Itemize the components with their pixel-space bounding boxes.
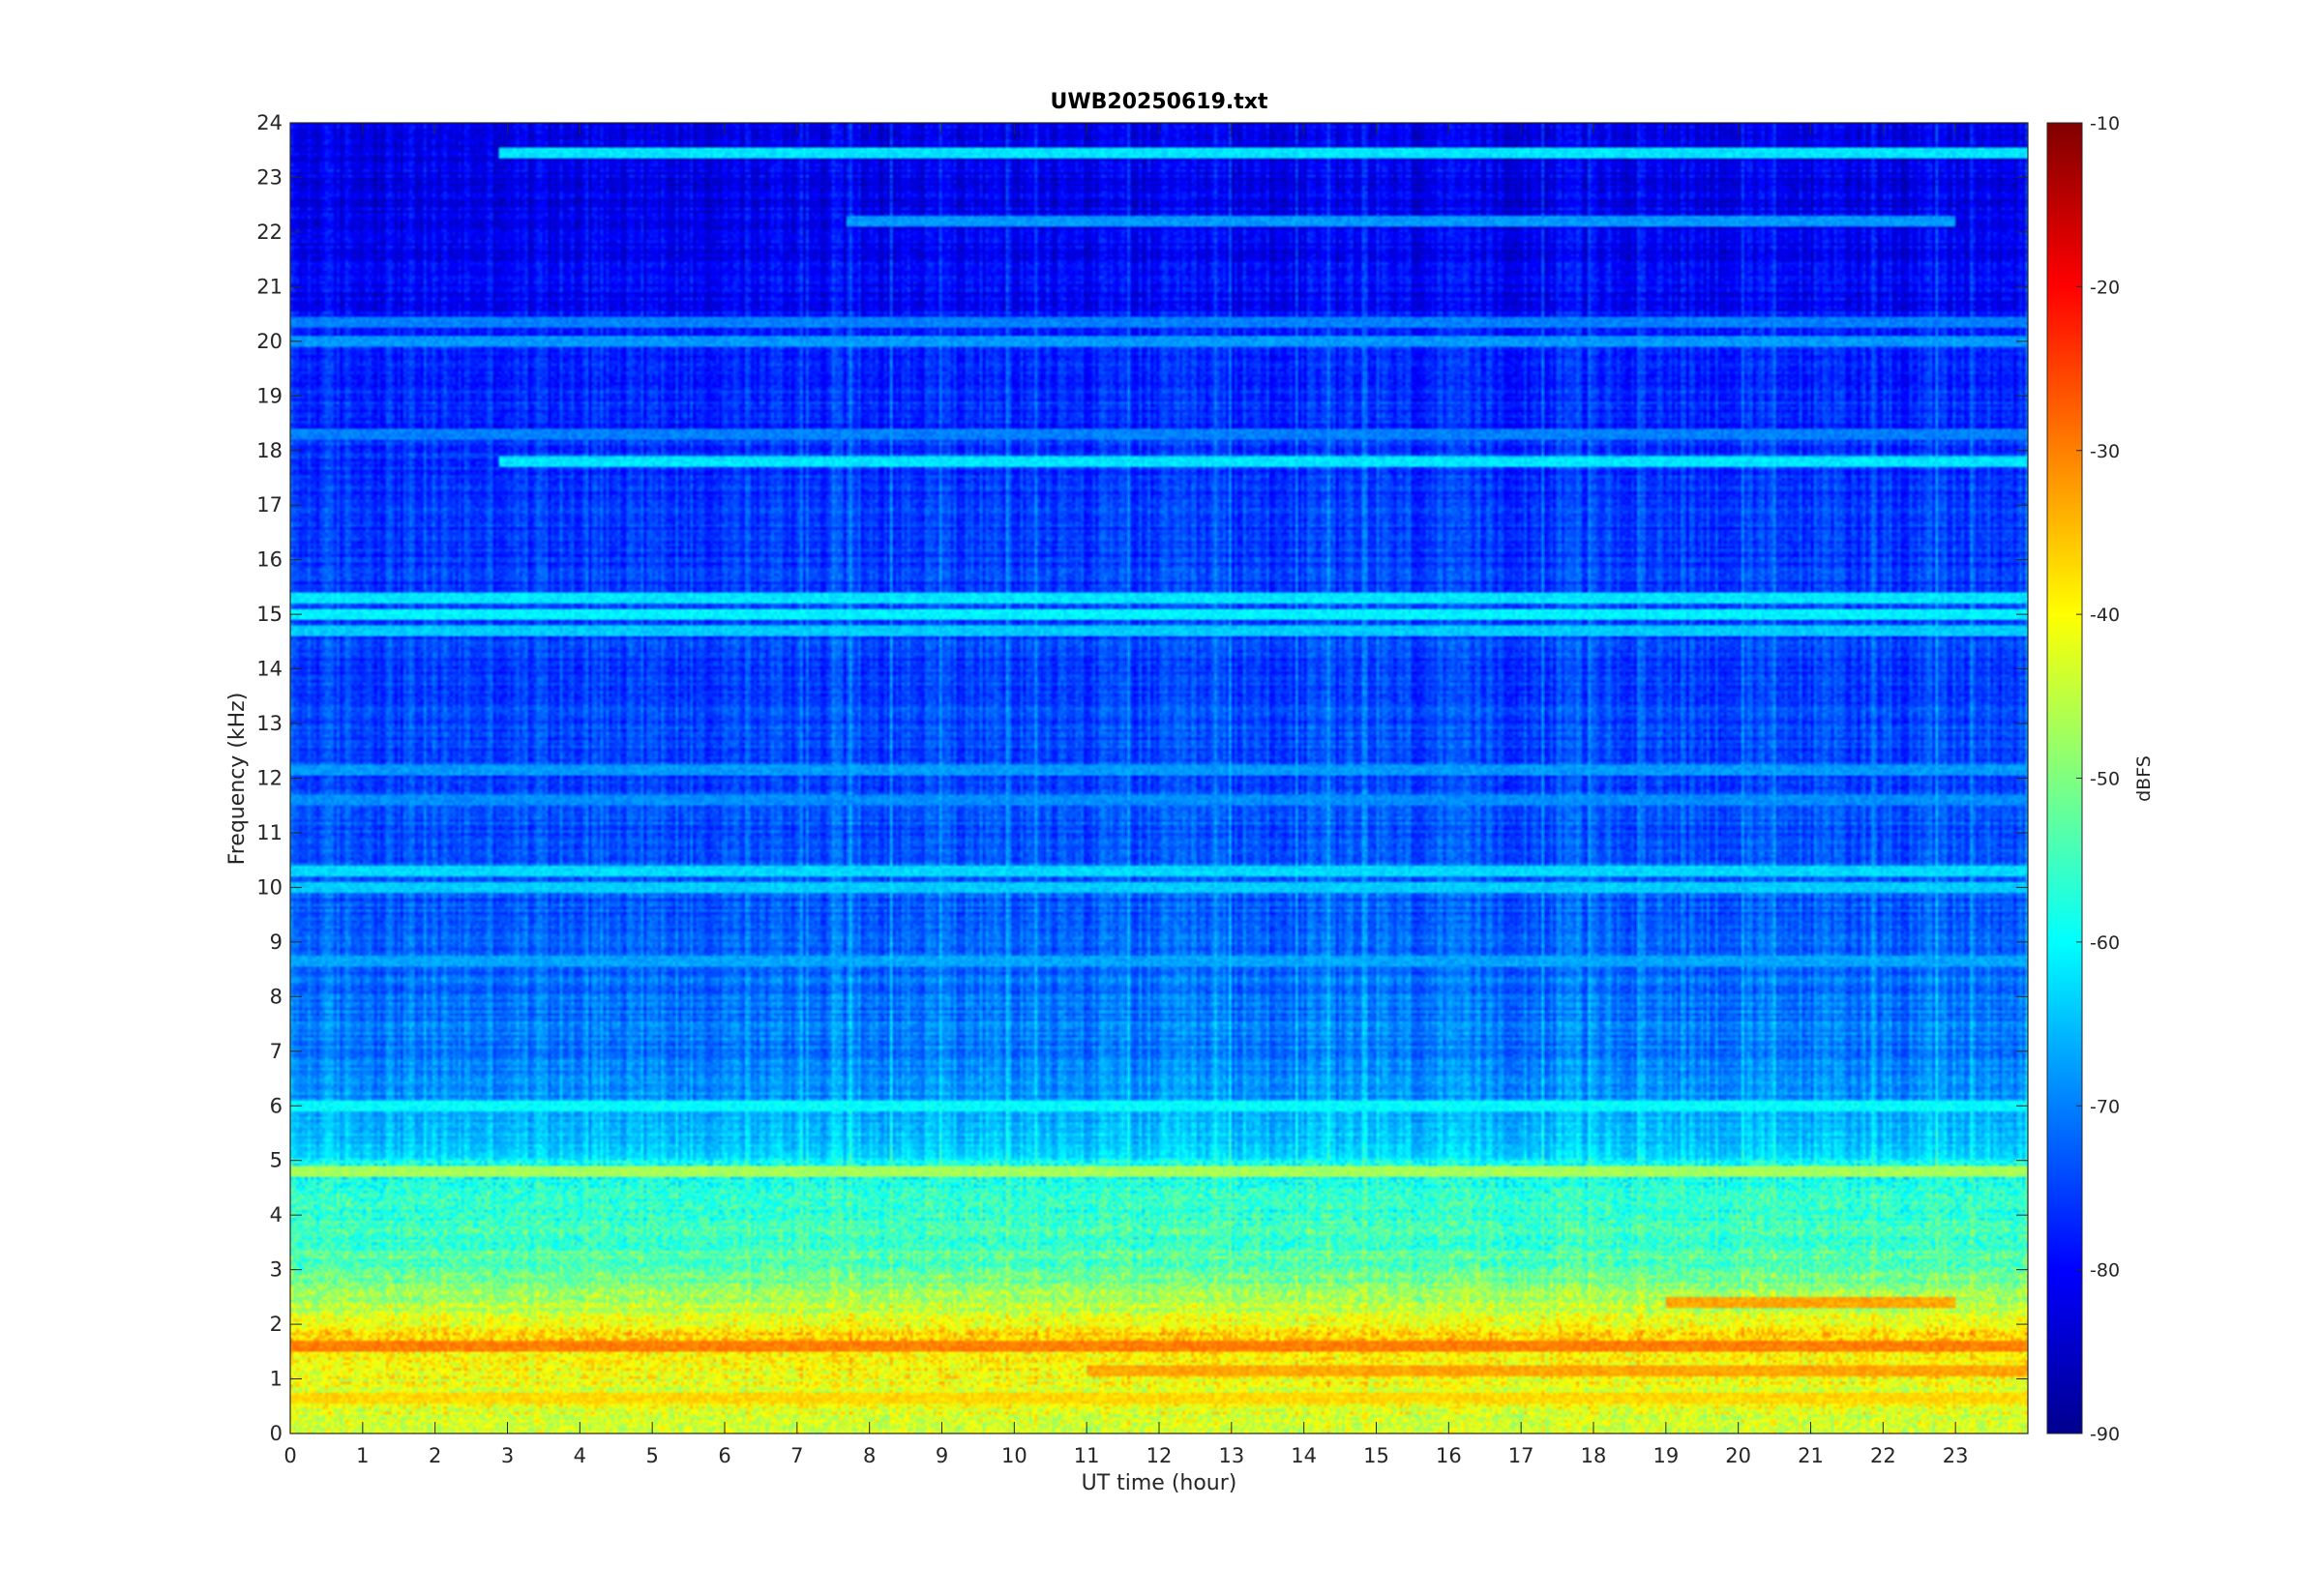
y-tick-label: 22	[256, 221, 283, 244]
y-tick-label: 9	[270, 931, 283, 954]
y-tick-label: 10	[256, 875, 283, 899]
y-tick-label: 16	[256, 548, 283, 572]
colorbar-tick-label: -60	[2090, 932, 2120, 954]
x-tick-label: 10	[1001, 1444, 1027, 1467]
y-tick-label: 7	[270, 1040, 283, 1063]
y-tick-label: 0	[270, 1422, 283, 1445]
x-tick-label: 7	[790, 1444, 803, 1467]
y-tick-label: 11	[256, 821, 283, 844]
x-tick-label: 3	[501, 1444, 514, 1467]
y-tick-label: 15	[256, 603, 283, 626]
y-tick-label: 5	[270, 1149, 283, 1172]
spectrogram-heatmap	[290, 123, 2028, 1433]
x-tick-label: 22	[1870, 1444, 1896, 1467]
colorbar-ticks: -90 -80 -70 -60 -50 -40 -30 -20 -10	[2076, 113, 2120, 1445]
x-tick-label: 4	[574, 1444, 586, 1467]
x-tick-label: 12	[1146, 1444, 1173, 1467]
y-tick-label: 3	[270, 1258, 283, 1282]
y-tick-label: 8	[270, 985, 283, 1008]
y-tick-label: 1	[270, 1368, 283, 1391]
x-tick-label: 11	[1074, 1444, 1100, 1467]
y-tick-label: 21	[256, 275, 283, 298]
x-tick-label: 18	[1581, 1444, 1607, 1467]
x-axis-label: UT time (hour)	[1082, 1471, 1237, 1495]
x-tick-label: 1	[356, 1444, 369, 1467]
y-tick-label: 6	[270, 1094, 283, 1117]
x-tick-label: 5	[645, 1444, 658, 1467]
y-tick-label: 2	[270, 1313, 283, 1336]
x-tick-label: 6	[718, 1444, 730, 1467]
x-tick-label: 14	[1291, 1444, 1317, 1467]
colorbar-tick-label: -50	[2090, 769, 2120, 790]
plot-area	[289, 122, 2029, 1434]
x-tick-label: 13	[1218, 1444, 1244, 1467]
y-tick-label: 24	[256, 111, 283, 134]
x-tick-label: 21	[1798, 1444, 1824, 1467]
y-tick-label: 20	[256, 330, 283, 353]
colorbar-tick-label: -80	[2090, 1260, 2120, 1282]
colorbar-tick-label: -40	[2090, 605, 2120, 626]
x-tick-label: 2	[429, 1444, 441, 1467]
x-tick-label: 23	[1943, 1444, 1969, 1467]
x-tick-label: 17	[1508, 1444, 1534, 1467]
y-tick-label: 13	[256, 712, 283, 735]
x-tick-label: 0	[283, 1444, 296, 1467]
y-tick-label: 23	[256, 165, 283, 189]
x-tick-label: 9	[936, 1444, 948, 1467]
y-tick-label: 4	[270, 1203, 283, 1227]
x-axis: 0 1 2 3 4 5 6 7 8 9 10 11 12 13 14 15 16 17 18 19 20 21 22 23	[283, 123, 1969, 1467]
colorbar-tick-label: -10	[2090, 113, 2120, 134]
colorbar-tick-label: -30	[2090, 441, 2120, 462]
x-tick-label: 16	[1436, 1444, 1462, 1467]
chart-title: UWB20250619.txt	[1051, 90, 1268, 114]
colorbar-tick-label: -20	[2090, 277, 2120, 298]
colorbar-tick-label: -70	[2090, 1096, 2120, 1117]
y-tick-label: 19	[256, 384, 283, 407]
x-tick-label: 8	[863, 1444, 876, 1467]
x-tick-label: 20	[1725, 1444, 1751, 1467]
colorbar-label: dBFS	[2133, 755, 2155, 802]
colorbar: -90 -80 -70 -60 -50 -40 -30 -20 -10 dBFS	[2046, 113, 2155, 1445]
colorbar-tick-label: -90	[2090, 1424, 2120, 1445]
y-axis-label: Frequency (kHz)	[225, 693, 250, 866]
y-tick-label: 18	[256, 439, 283, 462]
y-tick-label: 12	[256, 767, 283, 790]
x-tick-label: 15	[1363, 1444, 1389, 1467]
y-tick-label: 17	[256, 493, 283, 517]
x-tick-label: 19	[1652, 1444, 1679, 1467]
y-tick-label: 14	[256, 658, 283, 681]
